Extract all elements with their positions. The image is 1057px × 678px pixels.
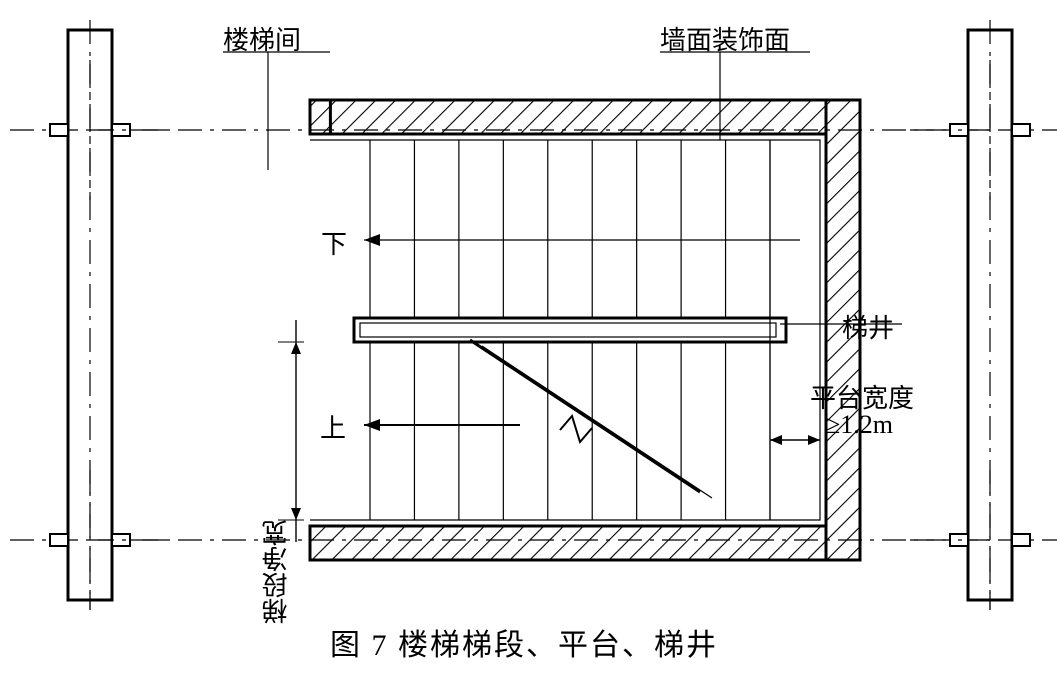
diagram-svg	[0, 0, 1057, 678]
diagram-stage: 楼梯间 墙面装饰面 下 上 梯井 平台宽度 ≥1.2m 梯段净宽 图 7 楼梯梯…	[0, 0, 1057, 678]
label-stairwell: 楼梯间	[223, 20, 301, 57]
label-down: 下	[321, 224, 347, 261]
label-landing-min: ≥1.2m	[826, 410, 893, 440]
figure-caption: 图 7 楼梯梯段、平台、梯井	[330, 620, 718, 664]
label-wall-finish: 墙面装饰面	[660, 20, 790, 57]
label-up: 上	[320, 408, 346, 445]
label-flight-net-width: 梯段净宽	[258, 520, 295, 624]
label-stair-well-gap: 梯井	[842, 308, 894, 345]
